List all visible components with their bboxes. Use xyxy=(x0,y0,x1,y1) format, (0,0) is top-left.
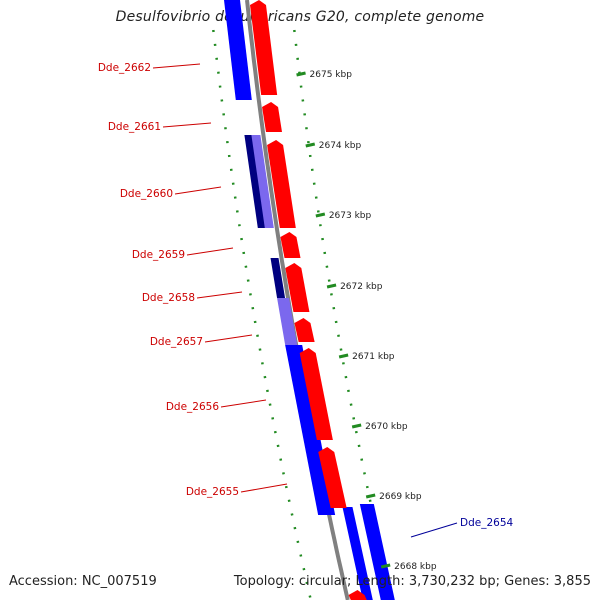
gene-label: Dde_2658 xyxy=(142,292,195,304)
gene-label: Dde_2659 xyxy=(132,249,185,261)
tick-mark xyxy=(305,142,316,148)
tick-label: 2670 kbp xyxy=(365,422,408,432)
forward-gene-8 xyxy=(318,447,347,508)
gene-label: Dde_2662 xyxy=(98,62,151,74)
genome-summary-text: Topology: circular; Length: 3,730,232 bp… xyxy=(233,574,591,589)
map-title: Desulfovibrio desulfuricans G20, complet… xyxy=(115,9,485,25)
tick-label: 2675 kbp xyxy=(310,70,353,80)
reverse-strand-track xyxy=(224,0,395,600)
tick-label: 2671 kbp xyxy=(352,352,395,362)
tick-mark xyxy=(315,212,326,218)
reverse-gene-1 xyxy=(224,0,252,100)
tick-mark xyxy=(380,563,391,569)
forward-gene-9 xyxy=(348,590,367,600)
forward-strand-track xyxy=(250,0,367,600)
gc-outer-dots xyxy=(293,29,394,600)
gene-label: Dde_2660 xyxy=(120,188,173,200)
tick-label: 2668 kbp xyxy=(394,562,437,572)
accession-text: Accession: NC_007519 xyxy=(9,574,157,589)
label-leader xyxy=(220,399,267,408)
tick-mark xyxy=(351,423,362,429)
tick-mark xyxy=(338,353,349,359)
label-leader xyxy=(204,334,253,343)
reverse-gene-8 xyxy=(359,504,395,600)
position-ticks: 2675 kbp 2674 kbp 2673 kbp 2672 kbp 2671 kbp… xyxy=(296,70,437,572)
forward-gene-5 xyxy=(285,263,310,312)
forward-gene-6 xyxy=(294,318,315,342)
gene-label: Dde_2656 xyxy=(166,401,220,413)
tick-mark xyxy=(296,71,306,77)
label-leader xyxy=(162,122,212,128)
tick-label: 2673 kbp xyxy=(329,211,372,221)
forward-gene-4 xyxy=(280,232,301,258)
label-leader xyxy=(240,483,288,493)
gene-label: Dde_2655 xyxy=(186,486,239,498)
reverse-gene-2 xyxy=(248,135,274,228)
reverse-gene-5 xyxy=(277,298,298,345)
forward-gene-1 xyxy=(250,0,278,95)
forward-gene-3 xyxy=(267,140,296,228)
tick-mark xyxy=(365,493,376,499)
gene-label: Dde_2657 xyxy=(150,336,203,348)
gene-label: Dde_2661 xyxy=(108,121,161,133)
label-leader xyxy=(196,291,243,299)
label-leader xyxy=(410,522,458,538)
tick-label: 2674 kbp xyxy=(319,141,362,151)
label-leader xyxy=(174,186,222,195)
reverse-gene-7 xyxy=(342,507,373,600)
gene-label: Dde_2654 xyxy=(460,517,514,529)
reverse-gene-6 xyxy=(285,345,336,515)
gene-labels: Dde_2662 Dde_2661 Dde_2660 Dde_2659 Dde_2658… xyxy=(98,62,514,538)
forward-gene-2 xyxy=(262,102,282,132)
tick-label: 2672 kbp xyxy=(340,282,383,292)
tick-mark xyxy=(326,283,337,289)
label-leader xyxy=(152,63,201,69)
label-leader xyxy=(186,247,234,256)
forward-gene-7 xyxy=(299,348,333,440)
reverse-gene-3 xyxy=(244,135,265,228)
reverse-gene-4 xyxy=(270,258,286,298)
tick-label: 2669 kbp xyxy=(379,492,422,502)
